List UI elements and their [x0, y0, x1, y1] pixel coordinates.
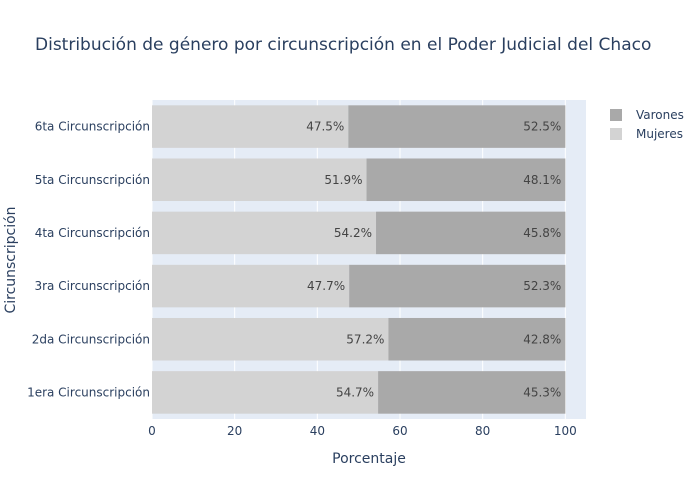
- bar-label-varones-6: 52.5%: [523, 120, 561, 134]
- legend-swatch-varones: [610, 109, 622, 121]
- bar-label-mujeres-4: 54.2%: [334, 226, 372, 240]
- legend: Varones Mujeres: [610, 108, 684, 141]
- x-tick-label: 60: [392, 424, 407, 438]
- x-tick-label: 0: [148, 424, 156, 438]
- bar-label-mujeres-5: 51.9%: [324, 173, 362, 187]
- bar-label-varones-2: 42.8%: [523, 332, 561, 346]
- y-tick-label: 4ta Circunscripción: [35, 226, 150, 240]
- y-tick-label: 2da Circunscripción: [32, 332, 150, 346]
- bar-varones-5: [366, 158, 566, 202]
- bar-label-mujeres-3: 47.7%: [307, 279, 345, 293]
- bar-label-varones-3: 52.3%: [523, 279, 561, 293]
- x-tick-label: 20: [227, 424, 242, 438]
- bar-varones-1: [378, 371, 566, 414]
- plot-area: [152, 100, 586, 419]
- legend-label-varones: Varones: [636, 108, 684, 122]
- x-axis-title: Porcentaje: [332, 451, 406, 467]
- bar-label-varones-1: 45.3%: [523, 385, 561, 399]
- x-axis-ticks: 0 20 40 60 80 100: [148, 424, 577, 438]
- legend-label-mujeres: Mujeres: [636, 127, 683, 141]
- bar-mujeres-5: [152, 158, 367, 202]
- bar-mujeres-1: [152, 371, 379, 414]
- bar-mujeres-4: [152, 211, 377, 255]
- bar-label-mujeres-6: 47.5%: [306, 120, 344, 134]
- bar-varones-6: [348, 105, 566, 148]
- chart-title: Distribución de género por circunscripci…: [35, 35, 651, 55]
- bar-varones-2: [388, 317, 566, 361]
- x-tick-label: 100: [554, 424, 577, 438]
- grid-lines: [151, 100, 566, 419]
- bar-label-varones-5: 48.1%: [523, 173, 561, 187]
- y-tick-label: 3ra Circunscripción: [34, 279, 150, 293]
- y-axis-ticks: 1era Circunscripción 2da Circunscripción 3…: [27, 120, 150, 400]
- bar-mujeres-6: [152, 105, 349, 148]
- bar-label-mujeres-1: 54.7%: [336, 385, 374, 399]
- bar-mujeres-2: [152, 317, 389, 361]
- y-tick-label: 1era Circunscripción: [27, 385, 150, 399]
- y-tick-label: 6ta Circunscripción: [35, 120, 150, 134]
- bars: 54.7% 45.3% 57.2% 42.8% 47.7% 52.3% 54.2% 45.8%…: [152, 105, 566, 414]
- bar-label-mujeres-2: 57.2%: [346, 332, 384, 346]
- x-tick-label: 80: [475, 424, 490, 438]
- y-tick-label: 5ta Circunscripción: [35, 173, 150, 187]
- x-tick-label: 40: [310, 424, 325, 438]
- bar-mujeres-3: [152, 264, 350, 308]
- legend-swatch-mujeres: [610, 128, 622, 140]
- y-axis-title: Circunscripción: [3, 206, 19, 313]
- bar-varones-4: [376, 211, 566, 255]
- bar-label-varones-4: 45.8%: [523, 226, 561, 240]
- bar-varones-3: [349, 264, 566, 308]
